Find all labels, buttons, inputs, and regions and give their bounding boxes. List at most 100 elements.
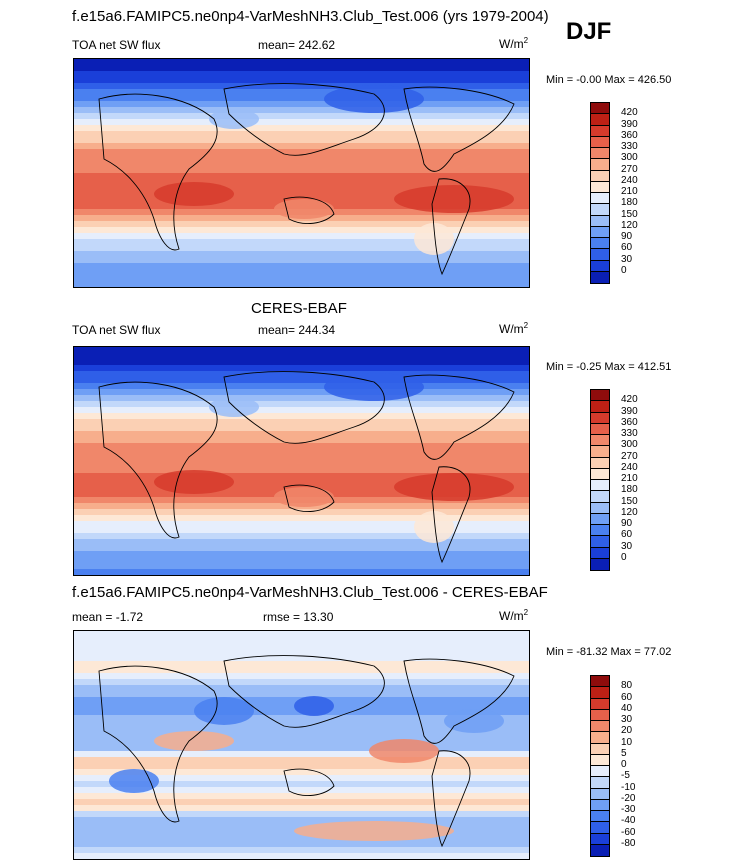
field-band bbox=[74, 413, 529, 420]
field-band bbox=[74, 551, 529, 558]
colorbar-cell bbox=[591, 687, 609, 699]
field-band bbox=[74, 155, 529, 162]
panel3-units: W/m2 bbox=[499, 608, 529, 623]
colorbar-cell bbox=[591, 446, 609, 458]
colorbar-cell bbox=[591, 468, 609, 480]
panel3-rmse-label: rmse = 13.30 bbox=[263, 610, 334, 624]
colorbar-tick-label: 270 bbox=[621, 163, 638, 175]
coastline bbox=[403, 374, 515, 460]
colorbar-cell bbox=[591, 215, 609, 227]
field-band bbox=[74, 637, 529, 644]
colorbar-tick-label: 390 bbox=[621, 118, 638, 130]
field-band bbox=[74, 119, 529, 126]
colorbar-tick-label: 330 bbox=[621, 428, 638, 439]
colorbar-tick-label: 210 bbox=[621, 186, 638, 197]
colorbar-cell bbox=[591, 833, 609, 845]
field-band bbox=[74, 389, 529, 396]
field-anomaly bbox=[324, 85, 424, 113]
field-band bbox=[74, 739, 529, 746]
field-band bbox=[74, 805, 529, 812]
coastline bbox=[98, 665, 218, 823]
coastline bbox=[98, 381, 218, 539]
colorbar-tick-label: 80 bbox=[621, 680, 633, 692]
field-band bbox=[74, 509, 529, 516]
coastline bbox=[223, 371, 385, 444]
field-band bbox=[74, 251, 529, 258]
colorbar-cell bbox=[591, 536, 609, 548]
panel3-field-plot bbox=[74, 631, 529, 859]
colorbar-tick-label: 180 bbox=[621, 484, 638, 496]
field-band bbox=[74, 649, 529, 656]
colorbar-cell bbox=[591, 732, 609, 744]
field-band bbox=[74, 371, 529, 378]
colorbar-tick-label: 300 bbox=[621, 152, 638, 164]
colorbar-tick-label: 150 bbox=[621, 208, 638, 220]
field-anomaly bbox=[369, 739, 439, 763]
colorbar-tick-label: 60 bbox=[621, 242, 633, 254]
colorbar-tick-label: -30 bbox=[621, 804, 636, 815]
field-anomaly bbox=[294, 821, 454, 841]
panel2-colorbar bbox=[590, 389, 610, 571]
field-band bbox=[74, 545, 529, 552]
field-band bbox=[74, 83, 529, 90]
colorbar-tick-label: 120 bbox=[621, 219, 638, 231]
field-band bbox=[74, 173, 529, 180]
field-band bbox=[74, 407, 529, 414]
field-band bbox=[74, 239, 529, 246]
field-band bbox=[74, 841, 529, 848]
field-band bbox=[74, 727, 529, 734]
field-band bbox=[74, 449, 529, 456]
field-band bbox=[74, 143, 529, 150]
field-band bbox=[74, 89, 529, 96]
colorbar-tick-label: 300 bbox=[621, 439, 638, 451]
field-band bbox=[74, 395, 529, 402]
field-band bbox=[74, 527, 529, 534]
field-band bbox=[74, 263, 529, 270]
colorbar-cell bbox=[591, 249, 609, 261]
colorbar-tick-label: 420 bbox=[621, 394, 638, 406]
field-anomaly bbox=[294, 696, 334, 716]
field-band bbox=[74, 107, 529, 114]
field-band bbox=[74, 275, 529, 282]
coastline bbox=[431, 750, 471, 848]
field-anomaly bbox=[154, 731, 234, 751]
field-band bbox=[74, 763, 529, 770]
field-band bbox=[74, 191, 529, 198]
panel2-map bbox=[73, 346, 530, 576]
field-band bbox=[74, 185, 529, 192]
colorbar-tick-label: 40 bbox=[621, 702, 633, 714]
field-band bbox=[74, 437, 529, 444]
field-anomaly bbox=[414, 223, 454, 255]
coastline bbox=[283, 484, 335, 513]
field-band bbox=[74, 539, 529, 546]
colorbar-cell bbox=[591, 170, 609, 182]
colorbar-tick-label: 270 bbox=[621, 450, 638, 462]
colorbar-tick-label: -20 bbox=[621, 792, 636, 804]
field-anomaly bbox=[324, 373, 424, 401]
field-band bbox=[74, 769, 529, 776]
coastline bbox=[283, 196, 335, 225]
colorbar-tick-label: 20 bbox=[621, 725, 633, 737]
panel2-mean-label: mean= 244.34 bbox=[258, 323, 336, 337]
panel1-map bbox=[73, 58, 530, 288]
panel3-mean-label: mean = -1.72 bbox=[72, 610, 144, 624]
field-band bbox=[74, 131, 529, 138]
panel1-variable-label: TOA net SW flux bbox=[72, 38, 161, 52]
field-anomaly bbox=[394, 185, 514, 213]
field-band bbox=[74, 233, 529, 240]
colorbar-tick-label: 0 bbox=[621, 264, 627, 276]
field-band bbox=[74, 113, 529, 120]
field-anomaly bbox=[394, 473, 514, 501]
field-band bbox=[74, 781, 529, 788]
colorbar-tick-label: 420 bbox=[621, 107, 638, 119]
panel1-mean-label: mean= 242.62 bbox=[258, 38, 336, 52]
field-band bbox=[74, 179, 529, 186]
field-band bbox=[74, 431, 529, 438]
field-band bbox=[74, 631, 529, 638]
field-band bbox=[74, 563, 529, 570]
coastline bbox=[431, 178, 471, 276]
field-band bbox=[74, 847, 529, 854]
season-label: DJF bbox=[566, 18, 612, 45]
coastline bbox=[403, 658, 515, 744]
field-band bbox=[74, 425, 529, 432]
